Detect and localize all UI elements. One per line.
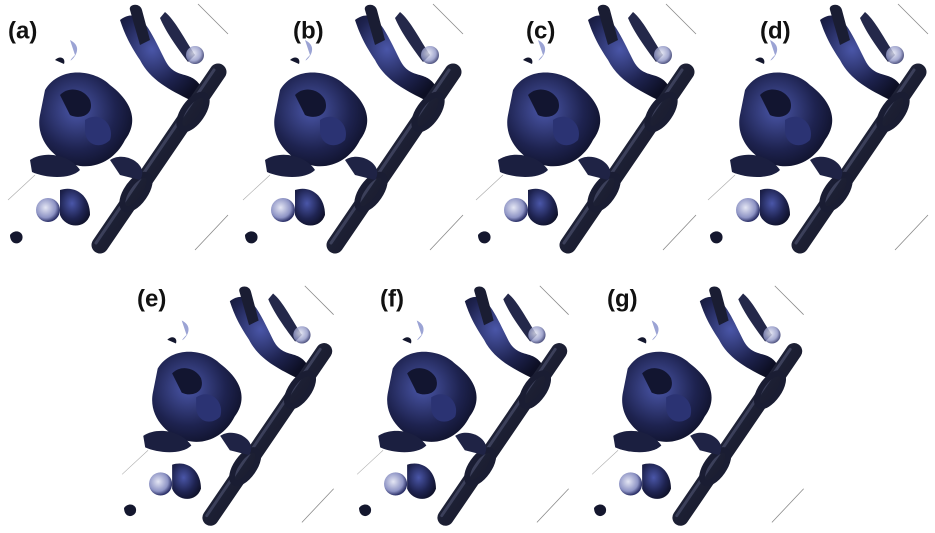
panel-label: (e) — [137, 285, 166, 312]
figure: (a) (b) (c) (d) (e) (f) (g) — [0, 0, 935, 533]
panel-d: (d) — [708, 4, 928, 250]
panel-e: (e) — [122, 285, 334, 522]
panel-label: (f) — [380, 285, 404, 312]
panel-f: (f) — [357, 285, 569, 522]
panel-label: (d) — [760, 17, 791, 44]
panel-label: (b) — [293, 17, 324, 44]
panel-a: (a) — [8, 4, 228, 250]
panel-label: (g) — [607, 285, 638, 312]
panel-b: (b) — [243, 4, 463, 250]
panel-g: (g) — [592, 285, 804, 522]
panel-c: (c) — [476, 4, 696, 250]
panel-label: (a) — [8, 17, 37, 44]
panel-label: (c) — [526, 17, 555, 44]
